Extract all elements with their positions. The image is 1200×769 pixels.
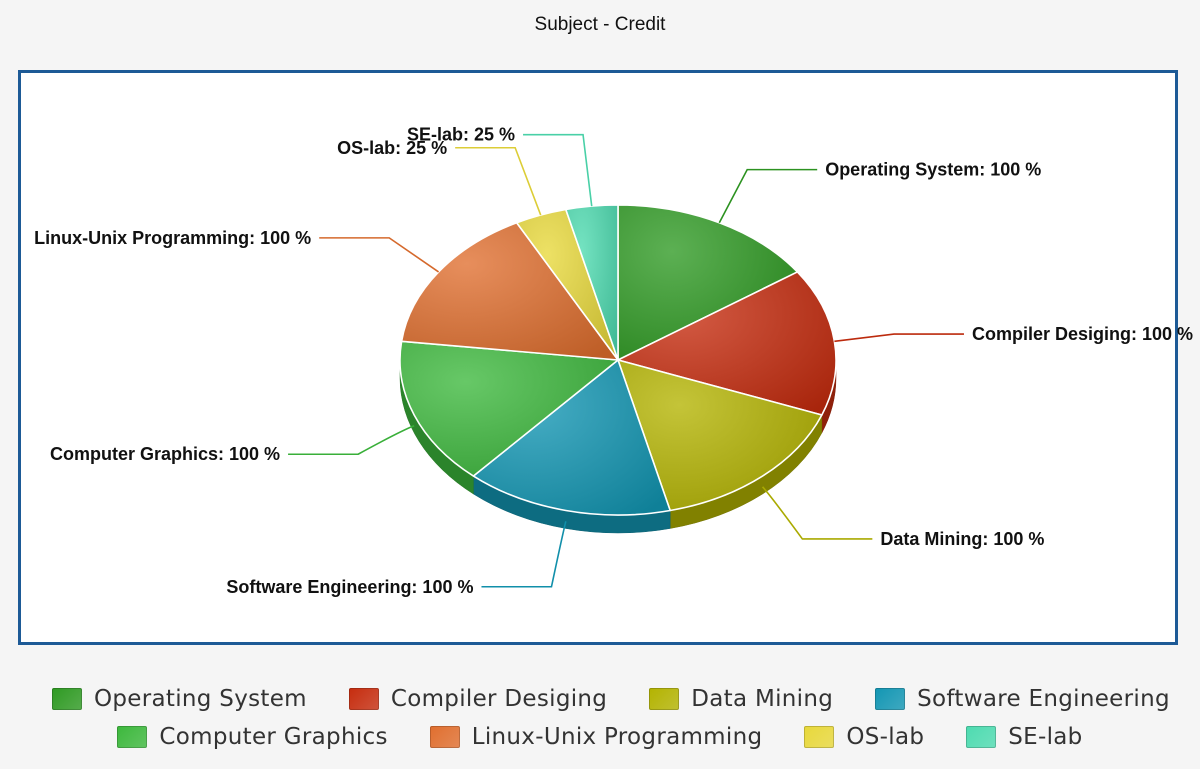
legend-item-se-lab[interactable]: SE-lab [966, 722, 1082, 752]
legend-swatch [875, 688, 906, 710]
legend-label: Data Mining [691, 686, 834, 712]
slice-label-operating-system: Operating System: 100 % [825, 160, 1041, 180]
slice-label-compiler-desiging: Compiler Desiging: 100 % [972, 324, 1193, 344]
leader-line-se-lab [523, 133, 593, 207]
legend-swatch [429, 726, 460, 748]
legend-item-linux-unix-programming[interactable]: Linux-Unix Programming [429, 722, 763, 752]
slice-label-computer-graphics: Computer Graphics: 100 % [50, 444, 280, 464]
leader-line-os-lab [455, 146, 542, 216]
leader-line-compiler-desiging [834, 333, 964, 343]
pie-slice-se-lab[interactable] [565, 204, 619, 361]
legend-label: Computer Graphics [159, 724, 388, 750]
legend-label: Operating System [94, 686, 307, 712]
legend-item-compiler-desiging[interactable]: Compiler Desiging [348, 684, 608, 714]
legend-label: OS-lab [846, 724, 925, 750]
legend-swatch [804, 726, 835, 748]
legend-label: Compiler Desiging [390, 686, 608, 712]
legend-swatch [348, 688, 379, 710]
pie-slice-software-engineering[interactable] [472, 359, 671, 516]
chart-title: Subject - Credit [534, 14, 666, 35]
leader-line-data-mining [761, 486, 873, 540]
legend-item-computer-graphics[interactable]: Computer Graphics [117, 722, 387, 752]
legend-label: SE-lab [1008, 724, 1083, 750]
legend-label: Software Engineering [917, 686, 1170, 712]
leader-line-linux-unix-programming [319, 237, 440, 273]
legend-swatch [649, 688, 680, 710]
slice-label-software-engineering: Software Engineering: 100 % [226, 577, 473, 597]
legend-swatch [117, 726, 148, 748]
slice-label-linux-unix-programming: Linux-Unix Programming: 100 % [34, 228, 311, 248]
leader-line-operating-system [718, 168, 818, 224]
legend-swatch [966, 726, 997, 748]
slice-label-data-mining: Data Mining: 100 % [880, 529, 1044, 549]
leader-line-software-engineering [481, 521, 567, 588]
pie-slice-computer-graphics[interactable] [399, 340, 619, 477]
pie-slice-operating-system[interactable] [617, 204, 799, 361]
legend-item-software-engineering[interactable]: Software Engineering [875, 684, 1170, 714]
slice-label-os-lab: OS-lab: 25 % [337, 138, 447, 158]
legend-item-operating-system[interactable]: Operating System [52, 684, 307, 714]
legend-item-os-lab[interactable]: OS-lab [804, 722, 924, 752]
legend-swatch [52, 688, 82, 710]
legend-item-data-mining[interactable]: Data Mining [649, 684, 833, 714]
legend-label: Linux-Unix Programming [471, 724, 763, 750]
pie-slice-data-mining[interactable] [617, 359, 823, 512]
slice-label-se-lab: SE-lab: 25 % [407, 125, 515, 145]
leader-line-computer-graphics [288, 425, 415, 456]
